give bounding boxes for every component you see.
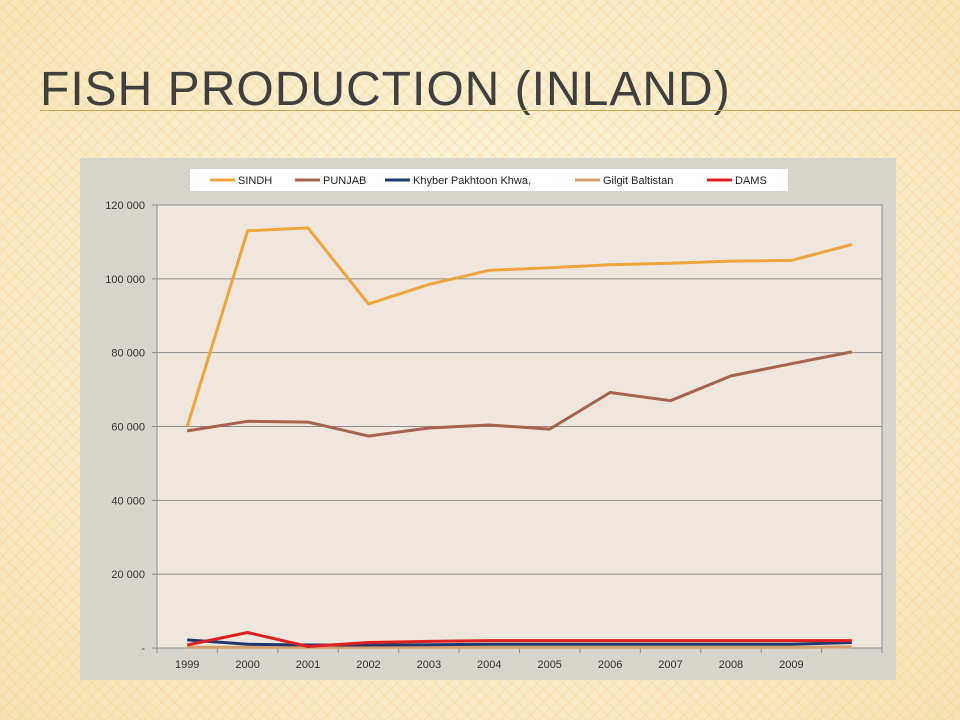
x-tick-label: 2007 [658,659,682,671]
legend: SINDH PUNJAB Khyber Pakhtoon Khwa, Gilgit B… [190,169,788,191]
legend-label: Gilgit Baltistan [603,175,673,187]
title-rule [40,110,960,111]
y-tick-label: 80 000 [111,348,145,360]
x-tick-label: 1999 [175,659,199,671]
x-tick-label: 2006 [598,659,622,671]
x-tick-label: 2002 [356,659,380,671]
x-tick-label: 2008 [719,659,743,671]
series-line-punjab [186,350,853,438]
legend-label: PUNJAB [323,175,366,187]
series-line-sindh [185,226,853,427]
y-tick-label: 40 000 [111,495,145,507]
x-tick-label: 2004 [477,659,501,671]
chart-container: -20 000 40 000 60 000 80 000 100 000 120 000 … [80,158,896,680]
legend-label: Khyber Pakhtoon Khwa, [413,175,531,187]
y-tick-label: - [141,643,145,655]
y-tick-label: 20 000 [111,569,145,581]
x-tick-label: 2005 [537,659,561,671]
x-tick-label: 2003 [417,659,441,671]
series-lines [185,226,853,649]
series-line-dams [186,631,852,648]
x-tick-label: 2009 [779,659,803,671]
y-tick-label: 60 000 [111,422,145,434]
y-axis-ticks: - 20 000 40 000 60 000 80 000 100 000 120 000 [105,200,157,655]
y-tick-label: 100 000 [105,274,145,286]
x-tick-label: 2001 [296,659,320,671]
legend-label: DAMS [735,175,767,187]
y-tick-label: 120 000 [105,200,145,212]
x-axis-ticks: 1999 2000 2001 2002 2003 2004 2005 2006 2007 2008… [156,648,883,671]
grid-lines [157,278,882,575]
legend-label: SINDH [238,175,272,187]
x-tick-label: 2000 [235,659,259,671]
legend-box [190,169,788,191]
slide-title: FISH PRODUCTION (INLAND) [40,63,731,116]
